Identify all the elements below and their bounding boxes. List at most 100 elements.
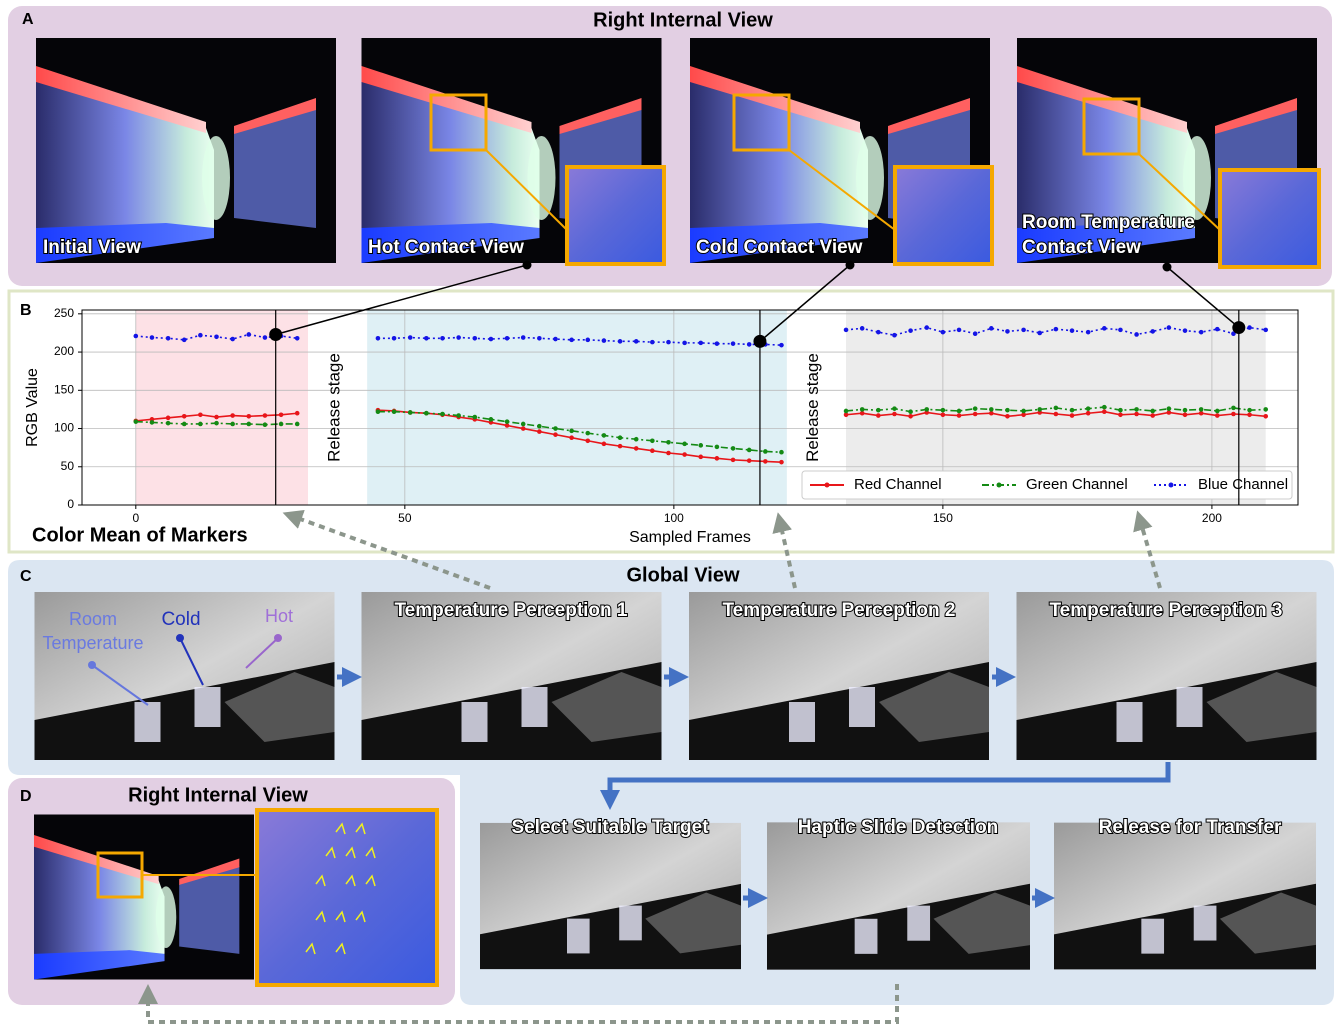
data-point (440, 336, 445, 341)
data-point (892, 406, 897, 411)
data-point (924, 407, 929, 412)
data-point (892, 412, 897, 417)
data-point (456, 413, 461, 418)
data-point (779, 450, 784, 455)
connector-end (523, 261, 532, 270)
data-point (263, 422, 268, 427)
y-tick-label: 50 (61, 459, 75, 473)
data-point (134, 334, 139, 339)
cup-label: Cold (161, 609, 200, 630)
data-point (876, 408, 881, 413)
data-point (698, 341, 703, 346)
data-point (618, 339, 623, 344)
data-point (1247, 325, 1252, 330)
data-point (1199, 330, 1204, 335)
data-point (634, 339, 639, 344)
data-point (602, 433, 607, 438)
data-point (392, 409, 397, 414)
step-label: Temperature Perception 1 (394, 600, 627, 621)
data-point (134, 419, 139, 424)
internal-image (34, 815, 254, 980)
data-point (1263, 414, 1268, 419)
data-point (1199, 407, 1204, 412)
data-point (908, 409, 913, 414)
data-point (634, 446, 639, 451)
data-point (731, 446, 736, 451)
data-point (1070, 413, 1075, 418)
data-point (941, 330, 946, 335)
data-point (1247, 412, 1252, 417)
y-tick-label: 200 (54, 344, 74, 358)
data-point (747, 342, 752, 347)
data-point (166, 336, 171, 341)
data-point (1005, 408, 1010, 413)
data-point (973, 406, 978, 411)
data-point (424, 336, 429, 341)
data-point (989, 326, 994, 331)
data-point (973, 412, 978, 417)
panel-title: Right Internal View (593, 9, 773, 31)
data-point (585, 431, 590, 436)
data-point (1183, 408, 1188, 413)
y-tick-label: 250 (54, 306, 74, 320)
legend-label: Green Channel (1026, 476, 1128, 493)
data-point (1070, 408, 1075, 413)
data-point (1037, 331, 1042, 336)
data-point (1215, 413, 1220, 418)
data-point (747, 448, 752, 453)
legend-label: Blue Channel (1198, 476, 1288, 493)
data-point (602, 338, 607, 343)
data-point (1070, 328, 1075, 333)
data-point (747, 458, 752, 463)
x-tick-label: 200 (1202, 511, 1222, 525)
data-point (537, 424, 542, 429)
data-point (263, 413, 268, 418)
data-point (666, 340, 671, 345)
legend-marker (997, 483, 1002, 488)
data-point (1215, 327, 1220, 332)
data-point (779, 343, 784, 348)
cup-label: Room (69, 609, 117, 629)
data-point (295, 411, 300, 416)
data-point (214, 421, 219, 426)
data-point (1021, 328, 1026, 333)
panel-letter: D (20, 788, 32, 805)
data-point (230, 337, 235, 342)
legend-marker (1169, 483, 1174, 488)
data-point (569, 338, 574, 343)
data-point (182, 338, 187, 343)
y-tick-label: 0 (67, 497, 74, 511)
legend-marker (825, 483, 830, 488)
data-point (1215, 409, 1220, 414)
data-point (1150, 329, 1155, 334)
view-label: Contact View (1022, 237, 1141, 258)
data-point (908, 328, 913, 333)
data-point (246, 414, 251, 419)
data-point (1054, 412, 1059, 417)
data-point (1150, 413, 1155, 418)
data-point (553, 432, 558, 437)
data-point (844, 328, 849, 333)
data-point (569, 435, 574, 440)
annotation: Release stage (324, 353, 343, 462)
data-point (246, 422, 251, 427)
data-point (1247, 408, 1252, 413)
data-point (682, 442, 687, 447)
data-point (650, 448, 655, 453)
cup-label: Temperature (42, 633, 143, 653)
data-point (1134, 407, 1139, 412)
panel-letter: B (20, 302, 32, 319)
data-point (1118, 408, 1123, 413)
data-point (666, 440, 671, 445)
global-photo (1054, 823, 1316, 970)
contact-point (753, 335, 766, 348)
connector-end (1163, 263, 1172, 272)
data-point (1086, 406, 1091, 411)
data-point (1005, 414, 1010, 419)
data-point (682, 341, 687, 346)
step-label: Temperature Perception 3 (1049, 600, 1282, 621)
data-point (182, 414, 187, 419)
data-point (569, 429, 574, 434)
panel-title: Global View (627, 564, 740, 586)
data-point (1134, 332, 1139, 337)
